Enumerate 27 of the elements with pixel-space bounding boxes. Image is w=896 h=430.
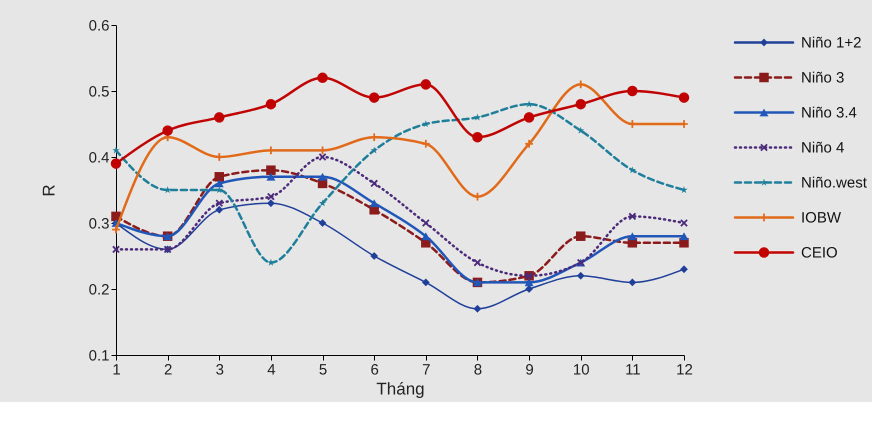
legend-label: Niño 1+2 — [801, 34, 862, 52]
y-tick-label: 0.5 — [88, 84, 110, 100]
x-tick-label: 2 — [164, 362, 172, 378]
x-axis-title: Tháng — [376, 380, 425, 398]
y-tick-label: 0.6 — [88, 18, 110, 34]
x-tick-label: 11 — [625, 362, 641, 378]
x-tick-label: 3 — [216, 362, 224, 378]
y-tick-label: 0.2 — [88, 282, 110, 298]
y-tick-label: 0.1 — [88, 348, 110, 364]
legend-label: Niño.west — [801, 174, 868, 192]
x-tick-label: 6 — [370, 362, 379, 378]
legend-label: Niño 3.4 — [801, 104, 857, 122]
x-tick-label: 1 — [112, 362, 121, 378]
x-tick-label: 4 — [267, 362, 276, 378]
x-tick-label: 10 — [572, 362, 590, 378]
x-tick-label: 5 — [318, 362, 328, 378]
y-tick-label: 0.4 — [88, 150, 110, 166]
legend-label: Niño 3 — [801, 70, 844, 86]
legend-label: Niño 4 — [801, 140, 844, 156]
x-tick-label: 9 — [525, 362, 534, 378]
x-tick-label: 7 — [422, 362, 430, 378]
y-tick-label: 0.3 — [88, 216, 110, 232]
y-axis-title: R — [40, 184, 59, 197]
x-tick-label: 12 — [676, 362, 693, 378]
legend-label: IOBW — [801, 210, 842, 226]
x-tick-label: 8 — [474, 362, 482, 378]
legend-label: CEIO — [801, 244, 838, 262]
